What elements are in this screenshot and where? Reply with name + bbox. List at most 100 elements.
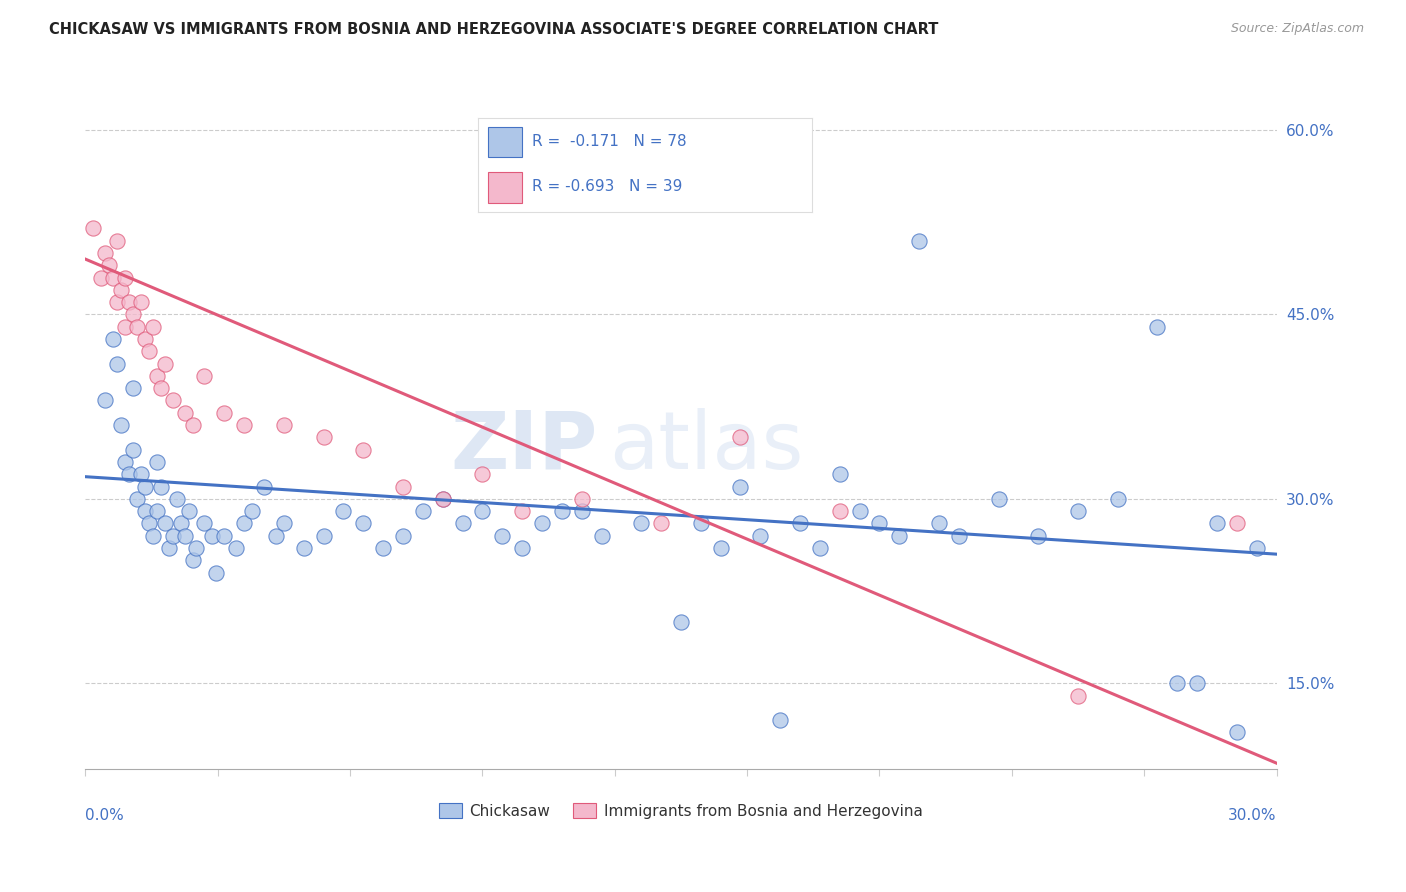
- Point: [650, 516, 672, 531]
- Point: [432, 491, 454, 506]
- Point: [928, 516, 950, 531]
- Point: [214, 406, 236, 420]
- Point: [177, 504, 200, 518]
- Point: [110, 283, 132, 297]
- Point: [146, 455, 169, 469]
- Point: [169, 516, 191, 531]
- Point: [769, 713, 792, 727]
- Point: [122, 307, 145, 321]
- Point: [392, 529, 415, 543]
- Text: Source: ZipAtlas.com: Source: ZipAtlas.com: [1230, 22, 1364, 36]
- Point: [1026, 529, 1049, 543]
- Point: [205, 566, 228, 580]
- Point: [530, 516, 553, 531]
- Point: [122, 442, 145, 457]
- Point: [105, 234, 128, 248]
- Point: [193, 368, 215, 383]
- Point: [312, 430, 335, 444]
- Point: [689, 516, 711, 531]
- Point: [134, 479, 156, 493]
- Point: [114, 455, 136, 469]
- Point: [214, 529, 236, 543]
- Text: atlas: atlas: [609, 408, 804, 486]
- Point: [630, 516, 652, 531]
- Text: 0.0%: 0.0%: [86, 808, 124, 823]
- Point: [451, 516, 474, 531]
- Point: [105, 295, 128, 310]
- Point: [432, 491, 454, 506]
- Point: [186, 541, 208, 555]
- Point: [173, 529, 195, 543]
- Point: [146, 368, 169, 383]
- Point: [98, 258, 121, 272]
- Point: [240, 504, 263, 518]
- Point: [125, 491, 148, 506]
- Point: [1067, 504, 1090, 518]
- Point: [118, 467, 141, 482]
- Point: [591, 529, 613, 543]
- Point: [233, 418, 256, 433]
- Point: [848, 504, 870, 518]
- Point: [730, 479, 752, 493]
- Point: [118, 295, 141, 310]
- Point: [94, 246, 117, 260]
- Point: [233, 516, 256, 531]
- Point: [889, 529, 911, 543]
- Point: [90, 270, 112, 285]
- Point: [1226, 516, 1249, 531]
- Point: [292, 541, 315, 555]
- Text: 30.0%: 30.0%: [1227, 808, 1277, 823]
- Point: [181, 553, 204, 567]
- Point: [138, 516, 160, 531]
- Point: [371, 541, 394, 555]
- Point: [412, 504, 434, 518]
- Legend: Chickasaw, Immigrants from Bosnia and Herzegovina: Chickasaw, Immigrants from Bosnia and He…: [433, 797, 929, 825]
- Point: [749, 529, 772, 543]
- Point: [166, 491, 188, 506]
- Point: [730, 430, 752, 444]
- Point: [264, 529, 287, 543]
- Point: [138, 344, 160, 359]
- Point: [225, 541, 247, 555]
- Point: [828, 504, 851, 518]
- Point: [253, 479, 276, 493]
- Point: [1067, 689, 1090, 703]
- Point: [987, 491, 1010, 506]
- Point: [162, 529, 184, 543]
- Point: [471, 504, 494, 518]
- Point: [273, 516, 295, 531]
- Point: [471, 467, 494, 482]
- Point: [352, 442, 374, 457]
- Point: [510, 541, 533, 555]
- Point: [110, 418, 132, 433]
- Point: [101, 332, 124, 346]
- Text: ZIP: ZIP: [450, 408, 598, 486]
- Point: [1166, 676, 1188, 690]
- Point: [193, 516, 215, 531]
- Point: [181, 418, 204, 433]
- Point: [1107, 491, 1129, 506]
- Point: [82, 221, 104, 235]
- Point: [134, 504, 156, 518]
- Point: [134, 332, 156, 346]
- Point: [173, 406, 195, 420]
- Point: [273, 418, 295, 433]
- Point: [122, 381, 145, 395]
- Point: [710, 541, 733, 555]
- Point: [149, 479, 172, 493]
- Point: [908, 234, 931, 248]
- Point: [142, 319, 165, 334]
- Point: [125, 319, 148, 334]
- Point: [129, 467, 152, 482]
- Point: [392, 479, 415, 493]
- Point: [142, 529, 165, 543]
- Point: [828, 467, 851, 482]
- Point: [153, 357, 176, 371]
- Point: [146, 504, 169, 518]
- Point: [1146, 319, 1168, 334]
- Point: [101, 270, 124, 285]
- Point: [1226, 725, 1249, 739]
- Point: [1246, 541, 1268, 555]
- Point: [510, 504, 533, 518]
- Point: [114, 319, 136, 334]
